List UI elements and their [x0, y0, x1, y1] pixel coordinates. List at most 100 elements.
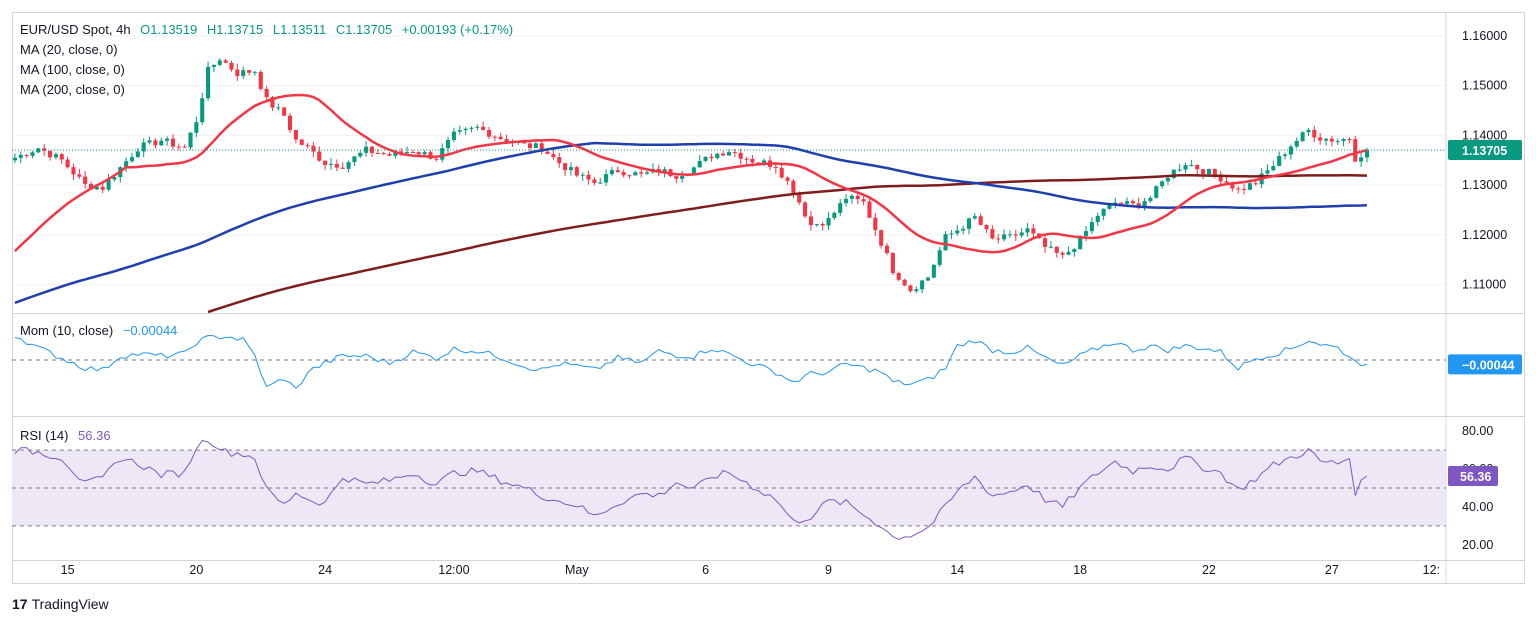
candle-body: [317, 151, 322, 161]
time-tick-label: 18: [1073, 563, 1087, 577]
candle-body: [756, 162, 761, 164]
candle-body: [83, 176, 88, 184]
candle-body: [457, 130, 462, 132]
time-tick-label: 9: [825, 563, 832, 577]
candle-body: [53, 154, 58, 158]
candle-body: [604, 174, 609, 183]
candle-body: [1224, 181, 1229, 183]
candle-body: [1353, 139, 1358, 162]
candle-body: [849, 195, 854, 199]
candle-body: [598, 182, 603, 184]
candle-body: [545, 151, 550, 154]
candle-body: [902, 279, 907, 286]
candle-body: [1212, 169, 1217, 176]
legend-ma100[interactable]: MA (100, close, 0): [20, 62, 125, 77]
candle-body: [30, 152, 35, 156]
candle-body: [972, 216, 977, 219]
low-value: L1.13511: [272, 22, 327, 37]
candle-body: [182, 146, 187, 148]
candle-body: [1095, 215, 1100, 223]
candle-body: [100, 186, 105, 190]
symbol-title[interactable]: EUR/USD Spot, 4h: [20, 22, 131, 37]
mom-axis-value: −0.00044: [1462, 358, 1515, 372]
candle-body: [861, 199, 866, 202]
candle-body: [1189, 165, 1194, 167]
candle-body: [914, 289, 919, 292]
legend-rsi[interactable]: RSI (14) 56.36: [20, 428, 117, 443]
candle-body: [399, 151, 404, 154]
candle-body: [803, 202, 808, 217]
rsi-axis-value: 56.36: [1460, 470, 1491, 484]
candle-body: [961, 228, 966, 231]
candle-body: [12, 157, 17, 161]
candle-body: [844, 198, 849, 204]
candle-body: [440, 148, 445, 160]
candle-body: [451, 131, 456, 140]
candle-body: [814, 223, 819, 226]
candle-body: [147, 140, 152, 143]
candle-body: [1060, 252, 1065, 255]
tradingview-logo[interactable]: 17 TradingView: [12, 596, 109, 612]
candle-body: [955, 230, 960, 234]
candle-body: [1247, 183, 1252, 190]
candle-body: [890, 252, 895, 274]
candle-body: [340, 167, 345, 169]
candle-body: [469, 127, 474, 129]
candle-body: [674, 176, 679, 179]
candle-body: [352, 156, 357, 163]
candle-body: [1335, 141, 1340, 143]
time-tick-label: 15: [61, 563, 75, 577]
legend-ma20[interactable]: MA (20, close, 0): [20, 42, 118, 57]
candle-body: [504, 139, 509, 143]
candle-body: [416, 152, 421, 155]
candle-body: [258, 71, 263, 89]
ma100-line: [14, 141, 1368, 304]
candle-body: [1124, 201, 1130, 204]
candle-body: [1072, 249, 1077, 252]
candle-body: [1218, 175, 1223, 182]
candle-body: [1007, 234, 1012, 236]
candle-body: [387, 154, 392, 156]
candle-body: [1306, 129, 1311, 133]
candle-body: [486, 129, 492, 137]
candle-body: [574, 167, 579, 176]
candle-body: [627, 175, 632, 177]
high-value: H1.13715: [206, 22, 264, 37]
candle-body: [223, 60, 228, 63]
time-tick-label: 14: [950, 563, 964, 577]
candle-body: [527, 143, 533, 149]
candle-body: [422, 152, 427, 155]
time-tick-label: 12:: [1423, 563, 1440, 577]
candle-body: [282, 107, 287, 116]
candle-body: [1019, 232, 1024, 236]
candle-body: [1054, 246, 1059, 253]
rsi-tick-label: 20.00: [1462, 538, 1493, 552]
candle-body: [159, 140, 164, 146]
candle-body: [393, 151, 398, 156]
candle-body: [176, 146, 181, 148]
legend-momentum[interactable]: Mom (10, close) −0.00044: [20, 323, 183, 338]
candle-body: [533, 143, 538, 149]
candle-body: [1101, 208, 1106, 216]
candle-body: [358, 152, 363, 157]
candle-body: [750, 158, 755, 163]
legend-ma200[interactable]: MA (200, close, 0): [20, 82, 125, 97]
candle-body: [311, 145, 316, 152]
candle-body: [1013, 234, 1018, 236]
candle-body: [633, 172, 638, 176]
candle-body: [94, 186, 99, 190]
candle-body: [791, 180, 796, 194]
candle-body: [264, 88, 269, 98]
candle-body: [346, 162, 351, 169]
candle-body: [1089, 222, 1094, 232]
candle-body: [1201, 169, 1206, 175]
candle-body: [1265, 170, 1270, 174]
candle-body: [206, 66, 211, 99]
candle-body: [77, 174, 82, 177]
candle-body: [299, 139, 304, 145]
candle-body: [908, 285, 913, 292]
candle-body: [762, 160, 767, 164]
candle-body: [1271, 166, 1276, 171]
mom-value-tag: [1448, 354, 1522, 375]
candle-body: [925, 277, 931, 281]
